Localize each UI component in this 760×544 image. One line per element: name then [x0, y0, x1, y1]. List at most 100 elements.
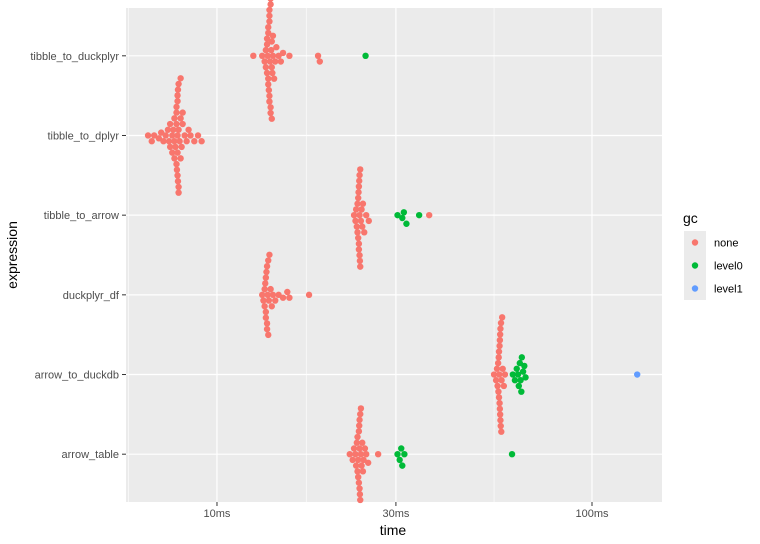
data-point-none [265, 86, 273, 94]
data-point-none [261, 58, 268, 65]
data-point-none [175, 80, 182, 88]
data-point-none [179, 109, 186, 116]
data-point-none [170, 126, 177, 133]
data-point-none [496, 411, 504, 418]
data-point-none [496, 342, 503, 350]
data-point-none [356, 177, 363, 185]
x-tick-label: 30ms [382, 508, 409, 520]
data-point-none [363, 450, 370, 458]
data-point-level0 [396, 456, 403, 464]
data-point-none [174, 149, 181, 156]
data-point-level0 [522, 374, 529, 381]
data-point-none [357, 496, 364, 504]
data-point-none [165, 138, 173, 145]
data-point-none [495, 394, 503, 401]
plot-panel [126, 8, 662, 502]
data-point-none [497, 325, 504, 332]
y-tick-label: arrow_table [62, 449, 119, 461]
data-point-level0 [518, 388, 525, 395]
data-point-level0 [519, 368, 527, 375]
data-point-level0 [509, 371, 517, 378]
data-point-none [160, 138, 167, 145]
data-point-none [178, 143, 185, 151]
data-point-none [261, 303, 268, 310]
data-point-none [359, 223, 366, 230]
data-point-none [349, 456, 356, 464]
data-point-none [174, 92, 181, 99]
data-point-none [358, 462, 365, 469]
data-point-level0 [398, 445, 405, 452]
data-point-none [356, 491, 364, 498]
data-point-none [263, 268, 270, 276]
data-point-none [268, 115, 275, 122]
data-point-none [250, 52, 257, 60]
data-point-none [171, 138, 178, 145]
data-point-none [346, 450, 353, 458]
legend: gc none level0 level1 [683, 210, 743, 300]
data-point-none [262, 314, 270, 321]
x-axis-title: time [380, 522, 407, 538]
y-tick-label: tibble_to_dplyr [47, 130, 119, 142]
data-point-none [198, 138, 205, 145]
data-point-none [191, 138, 198, 145]
data-point-none [183, 138, 190, 145]
data-point-none [174, 178, 182, 185]
data-point-none [174, 97, 181, 105]
data-point-none [354, 200, 361, 207]
y-tick-label: tibble_to_duckplyr [30, 51, 119, 63]
y-tick-label: arrow_to_duckdb [35, 370, 119, 382]
data-point-none [356, 171, 363, 179]
data-point-none [173, 160, 180, 168]
data-point-none [166, 143, 174, 151]
data-point-none [267, 285, 274, 293]
data-point-none [171, 115, 178, 122]
data-point-none [374, 450, 382, 458]
data-point-none [352, 462, 360, 469]
data-point-none [262, 280, 269, 287]
data-point-none [355, 473, 362, 481]
data-point-none [258, 291, 266, 299]
data-point-none [495, 348, 503, 355]
data-point-none [314, 52, 322, 60]
data-point-none [262, 274, 270, 281]
data-point-none [174, 172, 181, 179]
data-point-none [496, 331, 504, 338]
data-point-none [286, 294, 293, 301]
data-point-none [273, 44, 280, 51]
data-point-level0 [521, 362, 528, 370]
data-point-none [269, 32, 277, 39]
data-point-none [181, 132, 188, 139]
data-point-none [173, 120, 180, 128]
data-point-none [169, 149, 176, 156]
data-point-level1 [634, 371, 641, 378]
data-point-none [350, 445, 358, 452]
data-point-none [263, 325, 271, 333]
data-point-none [265, 257, 272, 264]
data-point-none [177, 115, 184, 122]
data-point-none [268, 38, 275, 45]
data-point-level0 [403, 220, 410, 227]
data-point-none [357, 166, 364, 173]
data-point-none [494, 359, 502, 367]
data-point-none [357, 405, 365, 412]
data-point-none [269, 52, 277, 60]
data-point-none [359, 439, 366, 446]
data-point-none [266, 18, 273, 25]
data-point-none [356, 252, 363, 259]
data-point-none [175, 183, 182, 191]
data-point-none [499, 365, 506, 372]
data-point-none [354, 433, 361, 441]
data-point-none [356, 257, 364, 265]
data-point-none [354, 229, 361, 236]
data-point-none [173, 166, 181, 174]
data-point-none [354, 468, 361, 475]
data-point-none [355, 428, 363, 435]
data-point-none [279, 49, 287, 57]
data-point-none [265, 24, 272, 31]
legend-swatch-none [691, 239, 699, 246]
data-point-none [363, 211, 370, 219]
data-point-none [267, 109, 274, 117]
data-point-none [265, 297, 273, 304]
data-point-none [355, 479, 363, 486]
